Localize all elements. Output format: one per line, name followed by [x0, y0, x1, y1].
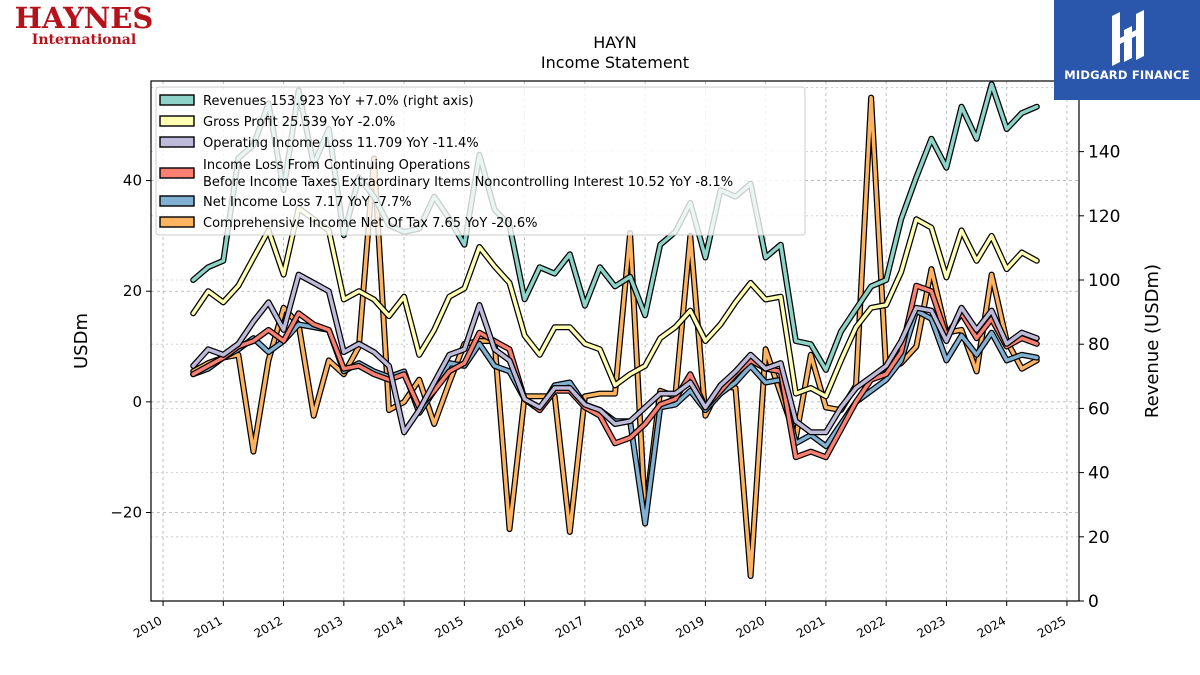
legend-box [155, 86, 806, 236]
legend-swatch [159, 94, 195, 106]
y2-tick-label: 100 [1088, 271, 1120, 291]
midgard-brand-text: MIDGARD FINANCE [1064, 68, 1190, 82]
legend-label: Net Income Loss 7.17 YoY -7.7% [203, 195, 412, 210]
y2-axis-label: Revenue (USDm) [1142, 264, 1163, 418]
y-tick-label: −20 [110, 503, 142, 521]
y2-tick-label: 0 [1088, 592, 1099, 612]
series-line [191, 283, 1039, 459]
midgard-emblem-icon [1112, 10, 1144, 66]
plot-frame [150, 80, 1080, 602]
series-line [191, 272, 1039, 435]
legend-label: Income Loss From Continuing Operations [203, 158, 470, 173]
legend-label: Gross Profit 25.539 YoY -2.0% [203, 115, 395, 130]
legend-swatch [159, 216, 195, 228]
legend-label: Before Income Taxes Extraordinary Items … [203, 175, 733, 190]
legend-label: Revenues 153.923 YoY +7.0% (right axis) [203, 94, 474, 109]
y2-tick-label: 60 [1088, 399, 1110, 419]
haynes-logo: HAYNES International [4, 4, 164, 48]
legend-swatch [159, 195, 195, 207]
y2-tick-label: 20 [1088, 528, 1110, 548]
y2-tick-label: 120 [1088, 207, 1120, 227]
legend-swatch [159, 167, 195, 179]
chart-title: HAYN [593, 33, 636, 52]
y2-tick-label: 140 [1088, 143, 1120, 163]
haynes-logo-line2: International [31, 32, 137, 48]
y-tick-label: 40 [123, 172, 142, 190]
legend-label: Comprehensive Income Net Of Tax 7.65 YoY… [203, 216, 537, 231]
y-axis-label: USDm [71, 313, 92, 369]
legend-label: Operating Income Loss 11.709 YoY -11.4% [203, 136, 479, 151]
y-tick-label: 20 [123, 282, 142, 300]
chart-subtitle: Income Statement [541, 53, 689, 72]
y2-tick-label: 80 [1088, 335, 1110, 355]
series-line [191, 206, 1039, 399]
midgard-finance-logo: MIDGARD FINANCE [1054, 0, 1200, 100]
haynes-logo-line1: HAYNES [14, 1, 154, 35]
y-tick-label: 0 [132, 393, 142, 411]
legend: Revenues 153.923 YoY +7.0% (right axis) G… [155, 86, 806, 236]
legend-swatch [159, 136, 195, 148]
y2-tick-label: 40 [1088, 464, 1110, 484]
legend-swatch [159, 115, 195, 127]
